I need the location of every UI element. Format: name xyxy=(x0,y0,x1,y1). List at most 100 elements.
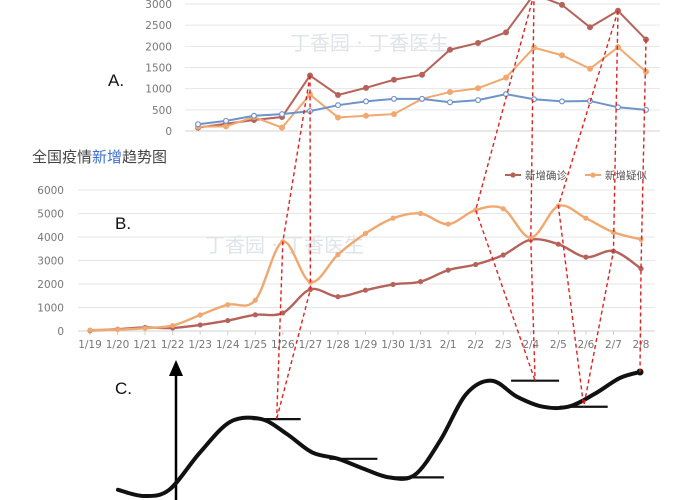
panel-b-y-tick-label: 0 xyxy=(57,326,64,338)
panel-b-x-tick-label: 1/29 xyxy=(354,339,378,351)
panel-a-point xyxy=(586,65,593,72)
panel-c-label: C. xyxy=(115,379,132,398)
panel-a-y-tick-label: 1500 xyxy=(145,63,172,75)
panel-c-curve xyxy=(116,370,642,499)
panel-b-point xyxy=(335,252,341,258)
panel-a-point xyxy=(503,74,510,81)
panel-b-point xyxy=(473,261,479,268)
panel-a-point xyxy=(475,85,482,92)
panel-b-x-ticks: 1/19 1/20 1/21 1/22 1/23 1/24 1/25 1/26 1/27 1/28… xyxy=(78,331,649,351)
panel-b-point xyxy=(335,294,341,300)
panel-b-point xyxy=(87,327,93,333)
panel-a-point xyxy=(503,29,510,36)
connector-line xyxy=(557,10,619,407)
panel-b-y-tick-label: 1000 xyxy=(37,303,64,315)
panel-b-point xyxy=(252,312,258,318)
panel-b-x-tick-label: 2/6 xyxy=(577,339,594,351)
panel-b-legend: 新增确诊 新增疑似 xyxy=(505,169,647,182)
panel-b-point xyxy=(390,281,396,288)
panel-b-point xyxy=(500,252,506,258)
panel-b-series-line-1 xyxy=(89,238,642,332)
panel-b-point xyxy=(445,221,451,227)
panel-b-point xyxy=(142,325,148,331)
panel-b-y-tick-label: 4000 xyxy=(37,232,64,244)
panel-b-point xyxy=(225,317,231,324)
panel-c-arrow xyxy=(169,360,183,500)
legend-swatch-dot xyxy=(510,172,516,178)
connector-line xyxy=(583,10,619,407)
panel-a-y-tick-label: 2500 xyxy=(145,20,172,32)
panel-a-point xyxy=(223,123,230,130)
panel-a-y-tick-label: 3000 xyxy=(145,0,172,11)
panel-a-point xyxy=(558,98,565,105)
panel-b-point xyxy=(445,267,451,273)
panel-a-point xyxy=(391,95,398,102)
panel-b-series-line-2 xyxy=(89,204,642,332)
panel-a-point xyxy=(363,112,370,119)
panel-b-y-tick-label: 2000 xyxy=(37,279,64,291)
panel-b-title-after: 趋势图 xyxy=(122,148,167,166)
panel-c-arrow-head xyxy=(169,360,183,376)
connector-line xyxy=(275,75,312,420)
panel-b-label: B. xyxy=(115,214,131,233)
panel-a-label: A. xyxy=(108,71,124,90)
panel-b-point xyxy=(473,207,479,213)
panel-a-point xyxy=(447,99,454,106)
panel-b-point xyxy=(500,206,506,212)
panel-b-point xyxy=(390,215,396,221)
panel-b-x-tick-label: 2/3 xyxy=(495,339,512,351)
panel-b-point xyxy=(114,326,121,333)
panel-b-point xyxy=(583,215,589,221)
panel-b-point xyxy=(197,322,203,328)
panel-b-point xyxy=(610,229,617,235)
panel-a-point xyxy=(391,111,398,118)
panel-a-y-tick-label: 1000 xyxy=(145,84,172,96)
panel-b-x-tick-label: 2/5 xyxy=(550,339,567,351)
panel-b-x-tick-label: 1/25 xyxy=(244,339,268,351)
watermark-a: 丁香园 · 丁香医生 xyxy=(290,31,449,55)
panel-b-x-tick-label: 1/31 xyxy=(409,339,433,351)
panel-b-x-tick-label: 1/23 xyxy=(188,339,212,351)
panel-c-series xyxy=(116,368,644,499)
panel-a-point xyxy=(335,114,342,121)
panel-b-x-tick-label: 2/8 xyxy=(633,339,650,351)
legend-swatch-dot xyxy=(590,172,596,178)
panel-b-x-tick-label: 1/21 xyxy=(133,339,157,351)
panel-b-title: 全国疫情新增趋势图 xyxy=(32,148,167,166)
panel-b-x-tick-label: 1/30 xyxy=(381,339,405,351)
panel-b-point xyxy=(280,310,286,316)
connector-line xyxy=(639,39,647,373)
panel-a-point xyxy=(391,76,398,83)
panel-b-y-tick-label: 6000 xyxy=(37,185,64,197)
panel-a-point xyxy=(614,104,621,111)
connector-line xyxy=(474,0,536,381)
panel-a-y-tick-label: 500 xyxy=(152,105,172,117)
legend-label: 新增确诊 xyxy=(525,169,567,182)
panel-a-point xyxy=(447,46,454,53)
legend-label: 新增疑似 xyxy=(605,169,647,182)
panel-a-point xyxy=(363,98,370,105)
panel-a-point xyxy=(279,111,286,118)
panel-b-x-tick-label: 2/4 xyxy=(522,339,539,351)
panel-a-chart: 0 500 1000 1500 2000 2500 3000 xyxy=(145,0,660,138)
panel-b-point xyxy=(197,312,203,318)
panel-a-point xyxy=(195,121,202,128)
connector-line xyxy=(275,75,311,420)
panel-b-point xyxy=(170,322,176,329)
panel-a-point xyxy=(558,52,565,59)
panel-a-point xyxy=(419,71,426,78)
panel-b-point xyxy=(418,210,424,217)
panel-a-point xyxy=(279,124,286,131)
panel-b-x-tick-label: 1/19 xyxy=(78,339,102,351)
panel-b-point xyxy=(225,302,231,308)
panel-a-point xyxy=(223,117,230,124)
panel-b-grid xyxy=(78,189,655,332)
panel-b-point xyxy=(638,265,644,272)
panel-b-x-tick-label: 2/7 xyxy=(605,339,622,351)
panel-b-x-tick-label: 1/27 xyxy=(299,339,323,351)
panel-b-x-tick-label: 2/1 xyxy=(440,339,457,351)
panel-a-point xyxy=(558,1,565,8)
panel-b-x-tick-label: 1/28 xyxy=(326,339,350,351)
